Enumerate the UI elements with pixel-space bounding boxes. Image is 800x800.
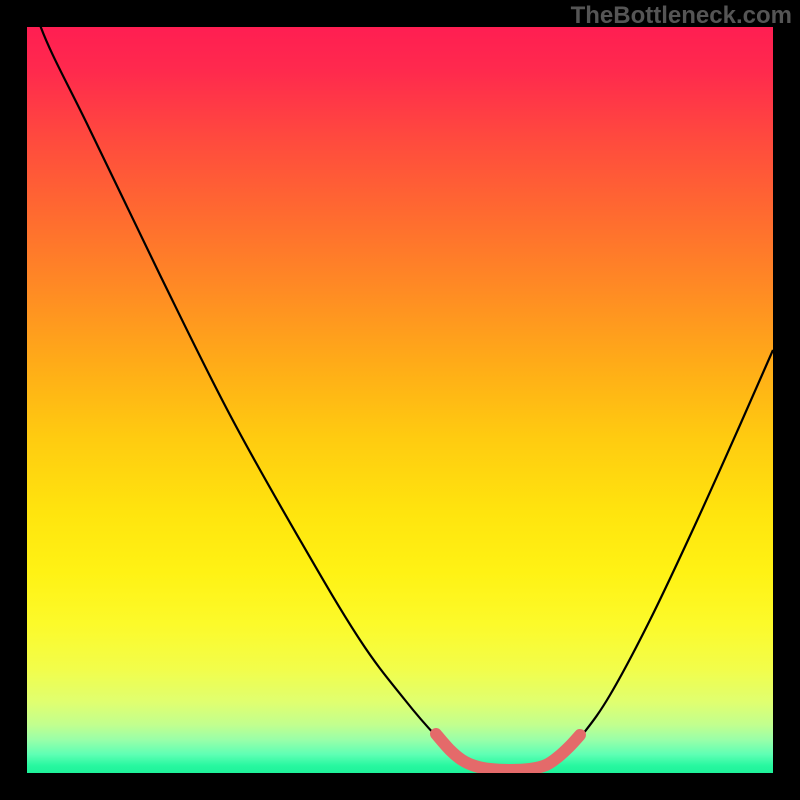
bottleneck-curve <box>27 0 773 770</box>
optimal-range-highlight <box>436 734 580 770</box>
chart-svg <box>0 0 800 800</box>
plot-area <box>27 27 773 773</box>
watermark-text: TheBottleneck.com <box>571 2 792 30</box>
chart-container: TheBottleneck.com <box>0 0 800 800</box>
